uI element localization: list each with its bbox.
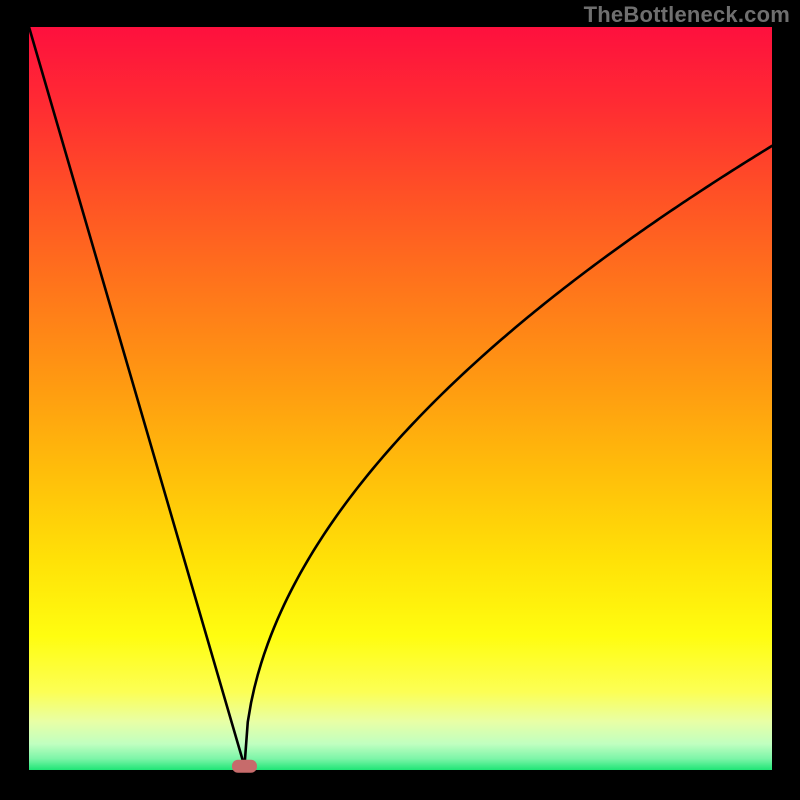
plot-area bbox=[29, 27, 772, 770]
watermark-text: TheBottleneck.com bbox=[584, 2, 790, 28]
chart-container: TheBottleneck.com bbox=[0, 0, 800, 800]
bottleneck-chart bbox=[0, 0, 800, 800]
optimal-point-marker bbox=[232, 760, 257, 773]
